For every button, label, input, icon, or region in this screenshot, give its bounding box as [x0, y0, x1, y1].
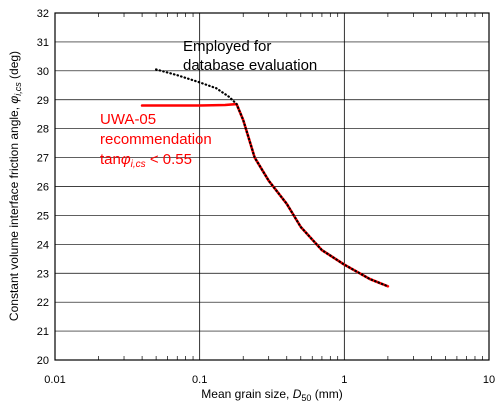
annotation-phi-sub: i,cs: [131, 159, 146, 170]
series-employed-dotted-line: [155, 68, 389, 288]
series-uwa05-red-line: [140, 102, 390, 288]
data-series: [140, 68, 390, 288]
y-axis-label-var: φ: [7, 96, 21, 104]
x-axis-label: Mean grain size, D50 (mm): [201, 387, 342, 403]
x-axis-label-sub: 50: [301, 393, 311, 403]
x-axis-label-prefix: Mean grain size,: [201, 387, 292, 401]
y-axis-label: Constant volume interface friction angle…: [7, 51, 23, 321]
y-tick-label: 24: [37, 239, 49, 251]
y-tick-label: 25: [37, 210, 49, 222]
y-tick-label: 27: [37, 153, 49, 165]
y-tick-label: 26: [37, 182, 49, 194]
x-axis-label-var: D: [293, 387, 302, 401]
y-tick-label: 21: [37, 326, 49, 338]
y-axis-label-prefix: Constant volume interface friction angle…: [7, 104, 21, 321]
y-tick-label: 22: [37, 297, 49, 309]
x-tick-label: 0.01: [44, 374, 65, 386]
y-tick-label: 23: [37, 268, 49, 280]
annotation-uwa-line1: UWA-05: [100, 111, 156, 128]
y-tick-labels: 20 21 22 23 24 25 26 27 28 29 30 31 32: [37, 8, 49, 367]
annotation-tan-suffix: < 0.55: [146, 151, 192, 168]
annotation-employed-line2: database evaluation: [183, 57, 317, 74]
annotation-tan-prefix: tan: [100, 151, 121, 168]
y-tick-label: 30: [37, 66, 49, 78]
y-axis-label-sub: i,cs: [13, 82, 23, 96]
gridlines: [54, 12, 490, 361]
x-axis-label-suffix: (mm): [311, 387, 342, 401]
y-axis-label-suffix: (deg): [7, 51, 21, 82]
x-tick-labels: 0.01 0.1 1 10: [44, 374, 495, 386]
annotation-employed-line1: Employed for: [183, 38, 271, 55]
y-tick-label: 20: [37, 355, 49, 367]
y-tick-label: 32: [37, 8, 49, 20]
annotation-uwa-line3: tanφi,cs < 0.55: [100, 151, 192, 170]
annotation-uwa-line2: recommendation: [100, 131, 212, 148]
x-tick-label: 1: [341, 374, 347, 386]
y-tick-label: 31: [37, 37, 49, 49]
x-tick-label: 10: [483, 374, 495, 386]
y-tick-label: 29: [37, 95, 49, 107]
x-tick-label: 0.1: [192, 374, 207, 386]
y-tick-label: 28: [37, 124, 49, 136]
annotation-phi-var: φ: [121, 151, 131, 168]
